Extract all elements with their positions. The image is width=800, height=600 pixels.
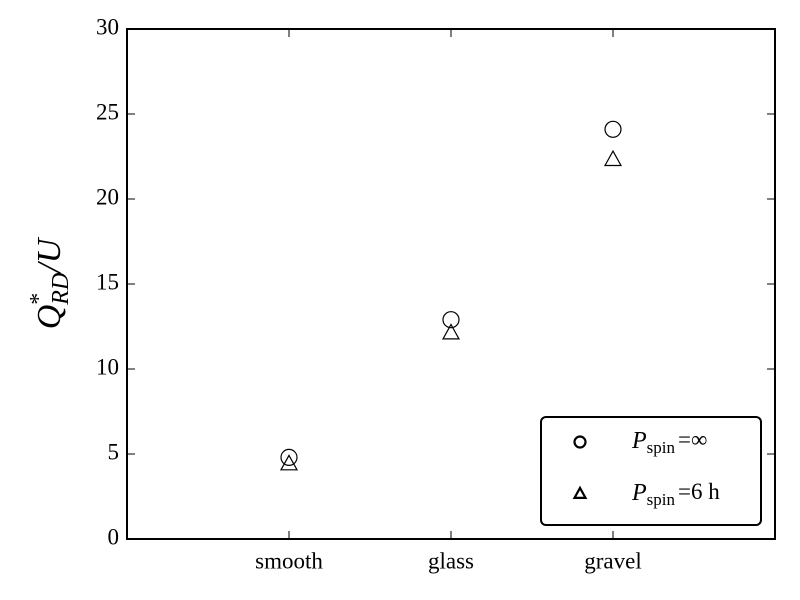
y-tick-label: 5 bbox=[108, 439, 120, 464]
data-point bbox=[441, 323, 461, 340]
legend-marker bbox=[572, 485, 588, 499]
y-tick-label: 25 bbox=[96, 99, 119, 124]
y-tick-label: 10 bbox=[96, 354, 119, 379]
legend-label: Pspin =6 h bbox=[631, 479, 720, 509]
y-label-sup: * bbox=[26, 293, 52, 305]
legend-rest: =∞ bbox=[678, 427, 707, 452]
y-label-sub: RD bbox=[48, 273, 74, 306]
data-point bbox=[604, 120, 622, 138]
legend-sub: spin bbox=[647, 490, 676, 509]
y-tick-label: 0 bbox=[108, 524, 120, 549]
data-point bbox=[279, 454, 299, 471]
y-tick-label: 15 bbox=[96, 269, 119, 294]
x-tick-label: smooth bbox=[255, 548, 323, 573]
legend-rest: =6 h bbox=[678, 479, 720, 504]
data-point bbox=[603, 149, 623, 167]
y-axis-label: Q*RD/U bbox=[26, 236, 74, 329]
x-tick-label: glass bbox=[428, 548, 474, 573]
legend-sub: spin bbox=[647, 438, 676, 457]
legend-box bbox=[540, 416, 762, 526]
y-tick-label: 30 bbox=[96, 14, 119, 39]
plot-frame bbox=[126, 28, 776, 540]
legend-marker bbox=[573, 435, 587, 449]
legend-base: P bbox=[631, 480, 647, 506]
data-point bbox=[280, 448, 298, 466]
y-label-rest: /U bbox=[31, 236, 68, 274]
data-point bbox=[442, 311, 460, 329]
y-tick-label: 20 bbox=[96, 184, 119, 209]
y-label-base: Q bbox=[31, 305, 68, 330]
x-tick-label: gravel bbox=[584, 548, 641, 573]
legend-label: Pspin =∞ bbox=[631, 427, 707, 457]
legend-base: P bbox=[631, 428, 647, 454]
